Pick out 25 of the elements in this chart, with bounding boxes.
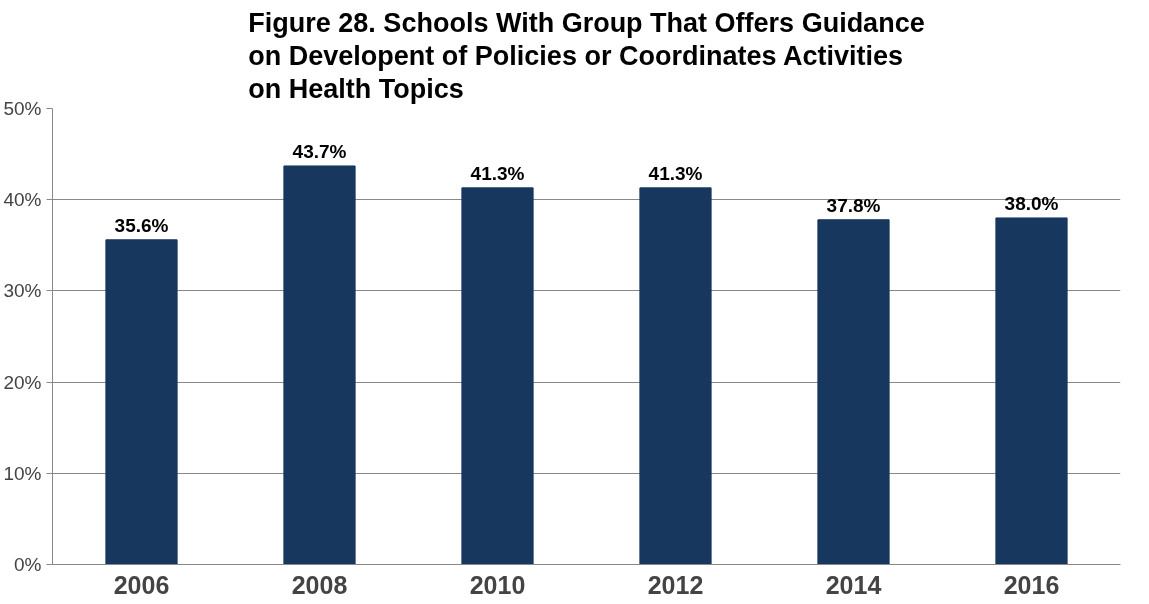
data-label: 43.7%	[292, 140, 347, 162]
x-tick-label: 2008	[291, 570, 348, 599]
bar	[639, 187, 712, 565]
data-label: 35.6%	[114, 214, 169, 236]
bar	[105, 239, 178, 565]
y-tick-label: 40%	[3, 189, 42, 211]
y-tick-label: 20%	[3, 371, 42, 393]
chart-title: Figure 28. Schools With Group That Offers Guidance on Developent of Policies or Coordinates Activities on Health Topics	[248, 7, 925, 104]
data-label: 41.3%	[470, 162, 525, 184]
bar	[817, 219, 890, 565]
x-tick-label: 2016	[1003, 570, 1060, 599]
x-tick-label: 2012	[647, 570, 704, 599]
bar	[283, 165, 356, 565]
bar	[995, 217, 1068, 565]
data-label: 41.3%	[648, 162, 703, 184]
x-tick-label: 2006	[113, 570, 170, 599]
x-tick-label: 2010	[469, 570, 526, 599]
bar	[461, 187, 534, 565]
data-label: 37.8%	[826, 194, 881, 216]
x-tick-label: 2014	[825, 570, 882, 599]
y-tick-label: 10%	[3, 462, 42, 484]
y-tick-label: 0%	[14, 554, 42, 575]
data-label: 38.0%	[1004, 192, 1059, 214]
y-tick-label: 30%	[3, 280, 42, 302]
y-tick-label: 50%	[3, 98, 42, 119]
